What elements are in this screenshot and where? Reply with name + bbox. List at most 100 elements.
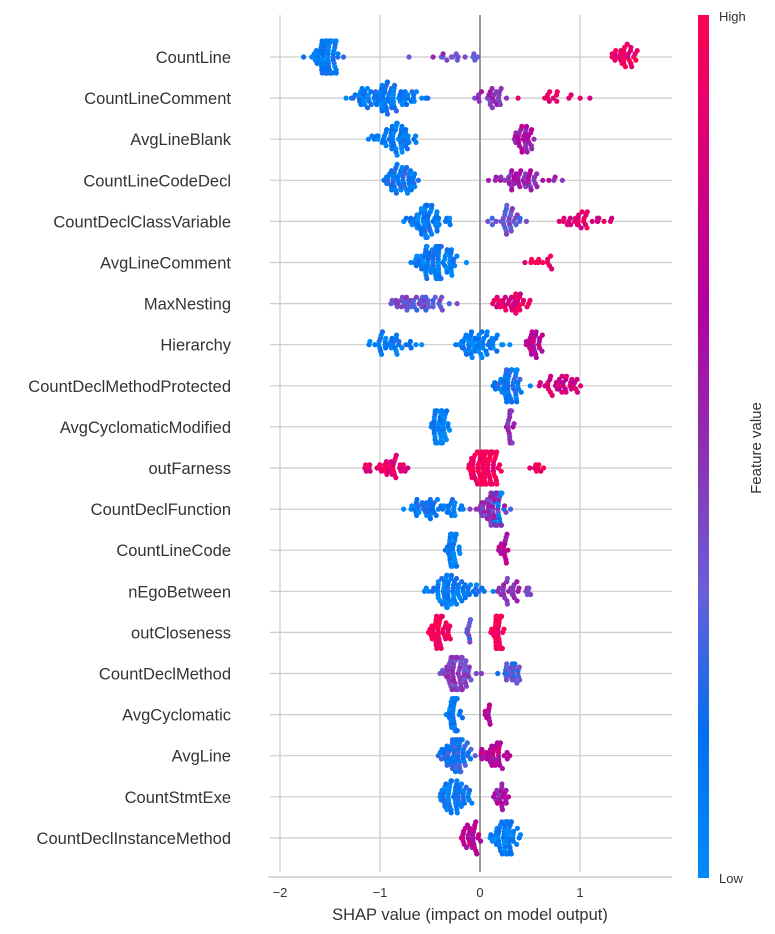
shap-point (499, 490, 505, 496)
shap-point (456, 544, 462, 550)
shap-point (489, 481, 495, 487)
shap-point (463, 658, 469, 664)
shap-point (494, 332, 500, 338)
shap-point (427, 516, 433, 522)
shap-point (485, 218, 491, 224)
shap-point (458, 781, 465, 787)
colorbar-high-label: High (719, 9, 746, 24)
shap-point (505, 794, 512, 800)
shap-point (459, 598, 465, 604)
shap-point (444, 604, 450, 610)
shap-point (448, 810, 454, 816)
shap-point (454, 301, 460, 307)
shap-point (450, 54, 456, 60)
shap-point (497, 101, 503, 108)
shap-point (436, 222, 442, 228)
shap-point (394, 351, 400, 357)
shap-point (489, 222, 495, 228)
shap-point (459, 654, 465, 661)
shap-point (474, 851, 480, 857)
shap-point (498, 522, 504, 528)
shap-point (443, 781, 449, 787)
shap-point (499, 765, 505, 772)
shap-point (444, 57, 450, 63)
shap-point (424, 275, 430, 282)
shap-point (451, 256, 457, 262)
shap-point (401, 506, 407, 512)
shap-point (459, 737, 465, 743)
shap-point (434, 496, 441, 503)
shap-point (576, 212, 582, 218)
shap-point (426, 588, 432, 594)
shap-point (507, 753, 513, 759)
shap-point (601, 218, 607, 224)
shap-point (364, 105, 371, 111)
shap-point (448, 247, 454, 253)
shap-point (514, 825, 521, 831)
shap-point (515, 95, 521, 101)
shap-point (434, 645, 440, 652)
shap-point (444, 572, 450, 578)
shap-point (552, 174, 558, 180)
shap-point (394, 301, 401, 307)
shap-point (503, 231, 510, 237)
horizontal-gridlines (270, 56, 672, 839)
shap-point (541, 465, 547, 471)
feature-label: AvgCyclomatic (122, 707, 231, 725)
shap-point (596, 215, 602, 221)
feature-row-points (490, 367, 584, 405)
shap-point (493, 218, 499, 224)
shap-point (407, 338, 413, 345)
shap-point (474, 481, 481, 487)
shap-point (536, 256, 542, 262)
shap-point (375, 133, 381, 139)
shap-point (508, 408, 515, 414)
shap-point (419, 342, 425, 348)
feature-label: CountDeclFunction (91, 501, 231, 519)
shap-point (479, 746, 485, 752)
shap-point (567, 215, 573, 221)
shap-point (411, 98, 417, 104)
shap-point (447, 636, 453, 642)
shap-point (472, 95, 478, 101)
shap-point (461, 800, 467, 806)
shap-point (444, 408, 450, 414)
feature-label: AvgCyclomaticModified (60, 419, 231, 437)
shap-point (578, 383, 584, 389)
feature-row-points (388, 291, 533, 316)
feature-label: CountLine (156, 49, 231, 67)
shap-point (414, 307, 420, 313)
shap-point (425, 95, 431, 101)
shap-point (624, 41, 630, 47)
shap-point (408, 187, 414, 193)
shap-point (404, 146, 410, 152)
shap-point (502, 177, 508, 183)
shap-point (539, 348, 545, 354)
feature-label: CountDeclClassVariable (53, 213, 231, 231)
shap-point (516, 664, 522, 670)
shap-point (533, 354, 539, 361)
shap-point (509, 187, 515, 193)
shap-point (509, 168, 515, 174)
shap-point (384, 111, 391, 117)
shap-point (540, 259, 546, 266)
shap-point (462, 54, 468, 60)
shap-point (467, 617, 474, 623)
shap-point (499, 645, 505, 652)
shap-point (363, 462, 369, 468)
shap-point (478, 838, 484, 844)
shap-point (527, 297, 533, 303)
shap-point (519, 149, 525, 155)
shap-point (400, 462, 406, 468)
x-tick-label: −2 (273, 885, 288, 900)
shap-point (584, 209, 590, 215)
shap-point (504, 575, 510, 582)
shap-point (403, 294, 410, 300)
shap-point (403, 127, 409, 133)
shap-point (546, 177, 552, 183)
shap-point (476, 588, 482, 594)
shap-point (413, 133, 419, 139)
shap-point (447, 222, 453, 228)
shap-point (393, 332, 400, 338)
shap-point (443, 437, 449, 443)
